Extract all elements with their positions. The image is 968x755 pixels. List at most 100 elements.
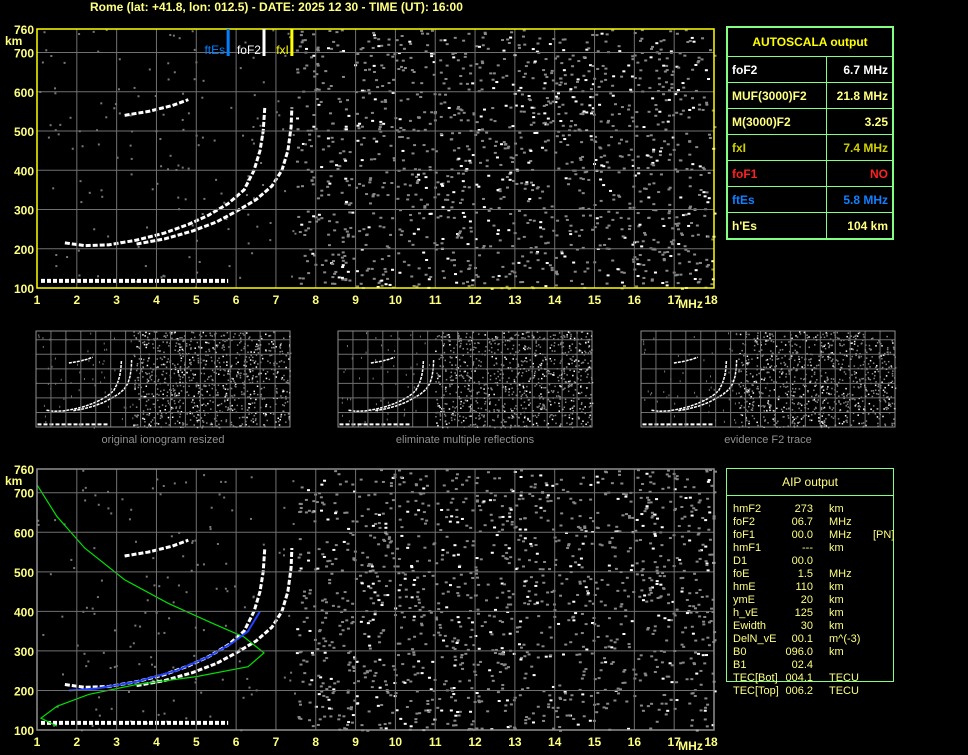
noise-point (581, 206, 585, 209)
noise-point (576, 78, 580, 81)
noise-point (511, 338, 513, 340)
noise-point (478, 359, 480, 362)
noise-point (881, 366, 884, 369)
noise-point (502, 409, 504, 412)
noise-point (347, 184, 351, 187)
noise-point (347, 203, 351, 206)
noise-point (461, 662, 465, 665)
noise-point (243, 392, 245, 395)
noise-point (683, 54, 687, 57)
noise-point (792, 352, 794, 354)
noise-point (598, 103, 602, 106)
noise-point (321, 621, 325, 624)
noise-point (239, 337, 242, 339)
noise-point (272, 343, 275, 345)
noise-point (138, 393, 140, 395)
noise-point (481, 128, 485, 131)
noise-point (272, 413, 275, 415)
noise-point (522, 421, 525, 423)
noise-point (257, 347, 259, 350)
noise-point (428, 166, 432, 169)
noise-point (494, 140, 498, 143)
noise-point (544, 386, 547, 389)
noise-point (237, 371, 239, 373)
noise-point (503, 495, 507, 498)
noise-point (436, 216, 440, 219)
noise-point (697, 56, 701, 59)
noise-point (757, 332, 759, 334)
noise-point (353, 656, 357, 659)
noise-point (449, 116, 453, 119)
noise-point (731, 349, 733, 352)
noise-point (491, 107, 495, 110)
noise-point (372, 277, 376, 280)
noise-point (770, 404, 772, 407)
noise-point (548, 416, 551, 418)
noise-point (848, 337, 850, 339)
noise-point (656, 123, 660, 126)
noise-point (178, 37, 181, 40)
noise-point (476, 393, 479, 395)
noise-point (620, 155, 624, 158)
noise-point (146, 226, 149, 229)
noise-point (149, 375, 152, 378)
noise-point (571, 96, 575, 99)
noise-point (806, 403, 808, 405)
noise-point (524, 390, 526, 392)
noise-point (662, 257, 666, 260)
noise-point (445, 369, 447, 371)
noise-point (263, 424, 266, 426)
noise-point (451, 379, 453, 382)
noise-point (177, 410, 179, 412)
noise-point (738, 358, 740, 360)
noise-point (633, 54, 637, 57)
noise-point (684, 248, 688, 251)
noise-point (66, 256, 69, 259)
noise-point (520, 105, 524, 108)
noise-point (661, 217, 665, 220)
noise-point (252, 418, 254, 420)
noise-point (747, 391, 749, 394)
noise-point (148, 423, 151, 426)
noise-point (493, 144, 497, 147)
noise-point (559, 385, 561, 387)
noise-point (776, 358, 778, 360)
noise-point (367, 40, 371, 43)
noise-point (484, 354, 486, 356)
noise-point (572, 410, 575, 412)
noise-point (569, 337, 572, 340)
noise-point (883, 354, 886, 356)
noise-point (583, 171, 587, 174)
noise-point (650, 279, 654, 282)
noise-point (350, 398, 352, 401)
noise-point (673, 415, 675, 418)
noise-point (500, 421, 503, 424)
noise-point (706, 235, 710, 238)
noise-point (188, 256, 191, 259)
noise-point (190, 337, 193, 340)
noise-point (511, 83, 515, 86)
noise-point (547, 398, 549, 401)
noise-point (368, 178, 372, 181)
noise-point (612, 194, 616, 197)
noise-point (653, 532, 657, 535)
noise-point (746, 410, 749, 412)
noise-point (456, 234, 460, 237)
noise-point (633, 32, 637, 35)
noise-point (781, 373, 783, 375)
noise-point (262, 81, 265, 84)
noise-point (699, 188, 703, 191)
noise-point (463, 55, 467, 58)
noise-point (567, 390, 570, 393)
noise-point (777, 357, 780, 360)
noise-point (179, 381, 181, 384)
noise-point (489, 72, 493, 75)
noise-point (444, 403, 447, 405)
noise-point (517, 351, 519, 354)
noise-point (800, 418, 803, 420)
noise-point (534, 352, 536, 355)
noise-point (596, 50, 600, 53)
noise-point (148, 332, 151, 335)
noise-point (875, 381, 877, 383)
noise-point (495, 357, 497, 360)
